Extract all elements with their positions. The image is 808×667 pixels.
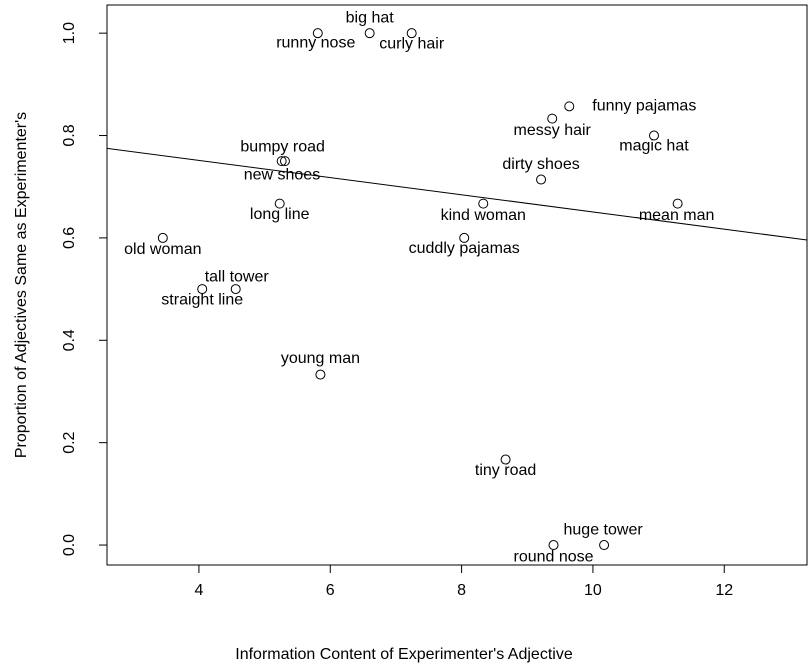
y-tick-label: 1.0: [61, 22, 78, 44]
point-label: messy hair: [514, 122, 592, 139]
point-label: long line: [250, 206, 310, 223]
point-label: straight line: [161, 291, 243, 308]
point: [648, 130, 659, 141]
point: [547, 113, 558, 124]
x-axis-label: Information Content of Experimenter's Ad…: [235, 646, 573, 663]
point: [599, 540, 610, 551]
point-label: mean man: [639, 207, 715, 224]
y-axis-label: Proportion of Adjectives Same as Experim…: [13, 112, 30, 458]
fit-line: [106, 147, 808, 241]
y-tick-label: 0.2: [61, 431, 78, 453]
point: [312, 28, 323, 39]
point-label: curly hair: [379, 35, 445, 52]
point-label: huge tower: [564, 521, 644, 538]
point: [197, 284, 208, 295]
point: [536, 174, 547, 185]
point: [406, 28, 417, 39]
point: [274, 198, 285, 209]
y-tick-label: 0.0: [61, 534, 78, 556]
point-label: big hat: [346, 9, 395, 26]
point: [672, 198, 683, 209]
x-tick-label: 8: [457, 582, 466, 599]
x-tick-label: 10: [584, 582, 602, 599]
point-label: new shoes: [244, 166, 321, 183]
point-label: dirty shoes: [502, 156, 579, 173]
point-label: bumpy road: [240, 138, 325, 155]
point: [500, 454, 511, 465]
y-tick-label: 0.8: [61, 124, 78, 146]
point: [459, 232, 470, 243]
point: [564, 101, 575, 112]
point-label: old woman: [124, 241, 201, 258]
point: [157, 232, 168, 243]
x-tick-label: 6: [326, 582, 335, 599]
point-label: tiny road: [475, 462, 536, 479]
y-tick-label: 0.4: [61, 329, 78, 351]
point-label: kind woman: [441, 207, 526, 224]
point: [364, 28, 375, 39]
x-tick-label: 4: [194, 582, 203, 599]
point-label: runny nose: [276, 34, 355, 51]
x-tick-label: 12: [715, 582, 733, 599]
point: [548, 540, 559, 551]
point: [478, 198, 489, 209]
point: [279, 156, 290, 167]
point-label: round nose: [513, 548, 593, 565]
y-tick-label: 0.6: [61, 227, 78, 249]
point-label: magic hat: [619, 138, 689, 155]
point: [276, 156, 287, 167]
plot-box: [106, 4, 808, 566]
point: [315, 369, 326, 380]
point: [230, 284, 241, 295]
point-label: tall tower: [205, 268, 270, 285]
point-label: young man: [281, 350, 360, 367]
point-label: cuddly pajamas: [409, 240, 520, 257]
point-label: funny pajamas: [592, 98, 696, 115]
